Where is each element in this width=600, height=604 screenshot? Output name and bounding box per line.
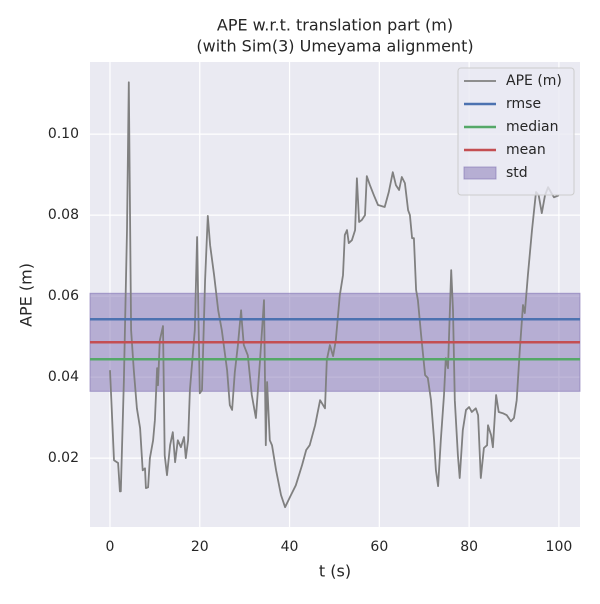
x-tick-label: 80 <box>460 539 478 555</box>
y-tick-label: 0.06 <box>48 288 79 304</box>
x-tick-label: 40 <box>281 539 299 555</box>
y-axis-label: APE (m) <box>17 263 36 327</box>
legend-label: std <box>506 165 528 181</box>
legend-label: rmse <box>506 96 541 112</box>
data-line <box>109 81 560 509</box>
legend-label: mean <box>506 142 546 158</box>
x-tick-label: 20 <box>191 539 209 555</box>
y-tick-label: 0.10 <box>48 126 79 142</box>
y-tick-label: 0.08 <box>48 207 79 223</box>
legend-label: APE (m) <box>506 73 562 89</box>
legend-swatch <box>463 166 497 180</box>
y-tick-label: 0.02 <box>48 450 79 466</box>
x-tick-label: 60 <box>370 539 388 555</box>
x-tick-label: 100 <box>546 539 573 555</box>
legend-label: median <box>506 119 558 135</box>
legend-box <box>457 67 575 196</box>
chart-subtitle: (with Sim(3) Umeyama alignment) <box>196 37 473 56</box>
x-axis-label: t (s) <box>319 562 351 581</box>
x-tick-label: 0 <box>106 539 115 555</box>
chart-title: APE w.r.t. translation part (m) <box>217 16 453 35</box>
y-tick-label: 0.04 <box>48 369 79 385</box>
